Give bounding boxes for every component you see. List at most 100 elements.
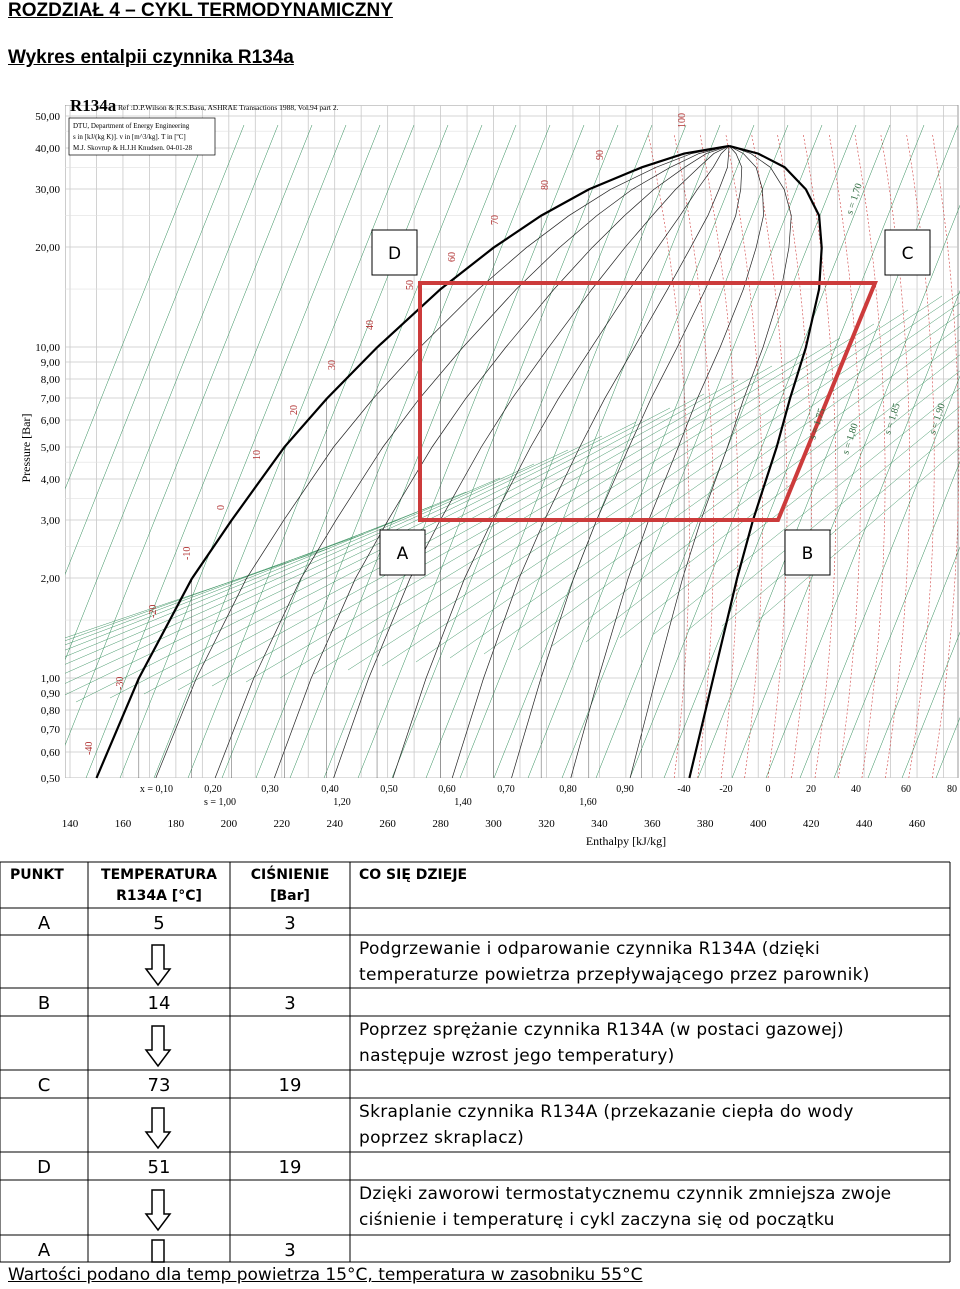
enthalpy-tick-label: 300 (485, 818, 502, 830)
credit-line: M.J. Skovrup & H.J.H Knudsen. 04-01-28 (73, 144, 193, 152)
entropy-label: s = 1,00 (204, 797, 236, 808)
enthalpy-tick-label: 340 (591, 818, 608, 830)
quality-line (392, 145, 730, 779)
point-label-box (379, 529, 426, 576)
isentrope (255, 124, 517, 779)
isotherm (829, 135, 861, 779)
pressure: 3 (284, 1240, 295, 1261)
isentrope (221, 124, 483, 779)
isentrope (493, 124, 755, 779)
enthalpy-tick-label: 140 (62, 818, 79, 830)
enthalpy-tick-label: 440 (856, 818, 873, 830)
pressure-tick-label: 9,00 (41, 357, 61, 369)
isochore (585, 354, 960, 643)
isochore (415, 292, 960, 663)
isochore (0, 533, 365, 665)
isochore (483, 313, 960, 655)
isentrope (867, 546, 960, 779)
header-line: R134A [°C] (116, 888, 202, 904)
quality-label: 0,50 (380, 784, 398, 795)
pressure-tick-label: 0,80 (41, 705, 61, 717)
liquid-isotherm-label: -30 (115, 677, 126, 690)
enthalpy-tick-label: 260 (379, 818, 396, 830)
liquid-isotherm-label: 90 (595, 150, 606, 160)
pressure-tick-label: 3,00 (41, 515, 61, 527)
quality-line (629, 145, 792, 779)
pressure-tick-label: 0,60 (41, 747, 61, 759)
quality-label: 0,30 (261, 784, 279, 795)
vapour-isotherm-label: 40 (851, 784, 861, 795)
pressure: 3 (284, 993, 295, 1014)
column-header: CIŚNIENIE [Bar] (251, 865, 330, 904)
chapter-title: ROZDZIAŁ 4 – CYKL TERMODYNAMICZNY (8, 0, 393, 21)
liquid-isotherm-label: 70 (490, 215, 501, 225)
quality-line (570, 145, 764, 779)
liquid-isotherm-label: 40 (365, 320, 376, 330)
isochore (41, 435, 603, 707)
entropy-label: 1,60 (579, 797, 597, 808)
isentrope (833, 460, 960, 779)
isentrope (85, 124, 347, 779)
point-label: B (802, 544, 814, 564)
enthalpy-tick-label: 400 (750, 818, 767, 830)
cycle-path (418, 281, 878, 522)
temperature: 5 (153, 913, 164, 934)
pressure: 19 (279, 1075, 302, 1096)
isentrope (765, 290, 960, 779)
pressure: 19 (279, 1157, 302, 1178)
liquid-isotherm-label: 50 (405, 280, 416, 290)
isotherm (674, 135, 714, 779)
isentrope (119, 124, 381, 779)
column-header: PUNKT (10, 867, 64, 883)
pressure-tick-label: 7,00 (41, 393, 61, 405)
quality-line (511, 145, 743, 779)
isochore (687, 406, 960, 631)
pressure-tick-label: 0,50 (41, 773, 61, 785)
isotherm (751, 135, 788, 779)
enthalpy-tick-label: 420 (803, 818, 820, 830)
vapour-isotherm-label: 0 (766, 784, 771, 795)
isentrope (0, 124, 211, 654)
isentrope (391, 124, 653, 779)
credits-box (68, 117, 216, 156)
pressure-tick-label: 20,00 (35, 242, 60, 254)
isochore (7, 449, 569, 711)
down-arrow (144, 1189, 172, 1232)
isotherm (931, 135, 960, 779)
column-header: CO SIĘ DZIEJE (359, 867, 467, 883)
description: Podgrzewanie i odparowanie czynnika R134… (359, 939, 870, 985)
isotherm (725, 135, 763, 779)
entropy-label: 1,20 (333, 797, 351, 808)
liquid-isotherm-label: -40 (84, 742, 95, 755)
isentrope (663, 124, 925, 779)
pressure-tick-label: 2,00 (41, 573, 61, 585)
point-label: A (397, 544, 409, 564)
mask (0, 95, 65, 785)
pressure-tick-label: 8,00 (41, 374, 61, 386)
isochore (0, 505, 433, 676)
enthalpy-tick-label: 240 (326, 818, 343, 830)
quality-line (451, 145, 730, 779)
pressure-tick-label: 50,00 (35, 111, 60, 123)
saturated-liquid-line (95, 144, 730, 779)
description: Dzięki zaworowi termostatycznemu czynnik… (359, 1184, 892, 1230)
enthalpy-tick-label: 180 (168, 818, 185, 830)
isotherm (777, 135, 812, 779)
isochore (347, 309, 909, 671)
enthalpy-tick-label: 200 (221, 818, 238, 830)
subtitle: Wykres entalpii czynnika R134a (8, 47, 294, 68)
isentrope (731, 204, 960, 779)
down-arrow (144, 1025, 172, 1068)
quality-label: 0,90 (616, 784, 634, 795)
isochore (177, 379, 739, 691)
pressure-tick-label: 1,00 (41, 673, 61, 685)
liquid-isotherm-label: 30 (327, 360, 338, 370)
point-name: C (38, 1075, 51, 1096)
pressure-tick-label: 5,00 (41, 442, 61, 454)
header-line: PUNKT (10, 867, 64, 883)
isochore (75, 421, 637, 703)
quality-line (155, 145, 730, 779)
mask (0, 95, 960, 105)
